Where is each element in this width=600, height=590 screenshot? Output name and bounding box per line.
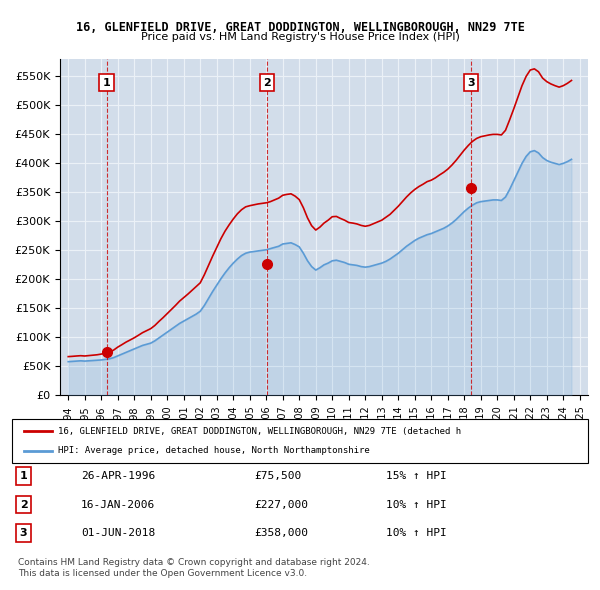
Text: 2: 2 (20, 500, 28, 510)
Text: 1: 1 (20, 471, 28, 481)
Text: 15% ↑ HPI: 15% ↑ HPI (386, 471, 447, 481)
Text: Contains HM Land Registry data © Crown copyright and database right 2024.: Contains HM Land Registry data © Crown c… (18, 558, 370, 566)
Text: £75,500: £75,500 (254, 471, 301, 481)
Text: £358,000: £358,000 (254, 528, 308, 538)
Text: 16, GLENFIELD DRIVE, GREAT DODDINGTON, WELLINGBOROUGH, NN29 7TE: 16, GLENFIELD DRIVE, GREAT DODDINGTON, W… (76, 21, 524, 34)
FancyBboxPatch shape (12, 419, 588, 463)
Text: Price paid vs. HM Land Registry's House Price Index (HPI): Price paid vs. HM Land Registry's House … (140, 32, 460, 42)
Text: This data is licensed under the Open Government Licence v3.0.: This data is licensed under the Open Gov… (18, 569, 307, 578)
Text: 1: 1 (103, 77, 110, 87)
Text: 2: 2 (263, 77, 271, 87)
Text: HPI: Average price, detached house, North Northamptonshire: HPI: Average price, detached house, Nort… (58, 446, 370, 455)
Text: 26-APR-1996: 26-APR-1996 (81, 471, 155, 481)
Text: 3: 3 (20, 528, 28, 538)
Text: 01-JUN-2018: 01-JUN-2018 (81, 528, 155, 538)
Text: 10% ↑ HPI: 10% ↑ HPI (386, 528, 447, 538)
Text: 16-JAN-2006: 16-JAN-2006 (81, 500, 155, 510)
Text: 3: 3 (467, 77, 475, 87)
Text: 16, GLENFIELD DRIVE, GREAT DODDINGTON, WELLINGBOROUGH, NN29 7TE (detached h: 16, GLENFIELD DRIVE, GREAT DODDINGTON, W… (58, 427, 461, 436)
Text: £227,000: £227,000 (254, 500, 308, 510)
Text: 10% ↑ HPI: 10% ↑ HPI (386, 500, 447, 510)
